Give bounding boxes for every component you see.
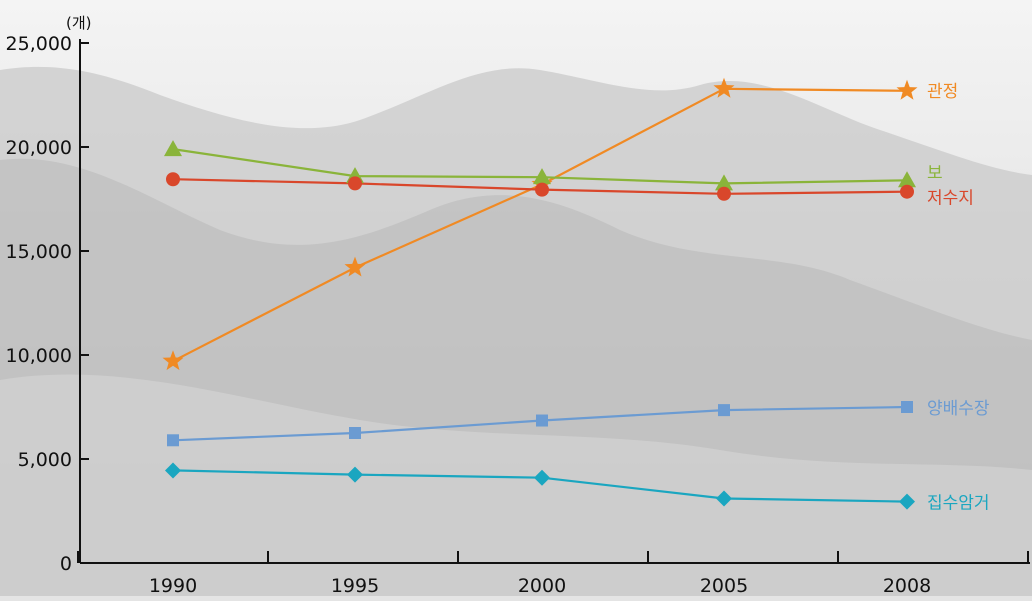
data-point-3-2 <box>536 414 548 427</box>
data-point-0-3 <box>713 77 735 98</box>
data-point-2-2 <box>535 182 549 197</box>
data-point-3-3 <box>718 404 730 417</box>
y-unit-label: (개) <box>66 14 92 32</box>
data-point-3-0 <box>167 434 179 447</box>
data-point-0-1 <box>344 256 366 277</box>
series-label-1: 보 <box>927 163 943 183</box>
x-tick-label: 2008 <box>883 575 931 596</box>
data-point-2-4 <box>900 184 914 199</box>
data-point-1-4 <box>898 171 916 188</box>
x-tick-label: 1995 <box>331 575 379 596</box>
x-tick-label: 2000 <box>518 575 566 596</box>
y-tick-label: 5,000 <box>18 449 72 471</box>
data-point-4-4 <box>899 493 915 510</box>
y-tick-label: 25,000 <box>6 33 72 55</box>
series-label-0: 관정 <box>927 82 958 102</box>
y-tick-label: 0 <box>60 553 72 575</box>
series-label-3: 양배수장 <box>927 399 990 419</box>
series-label-2: 저수지 <box>927 189 974 209</box>
data-point-4-1 <box>347 466 363 483</box>
y-tick-label: 20,000 <box>6 137 72 159</box>
data-point-2-0 <box>166 172 180 187</box>
data-point-1-2 <box>533 168 551 185</box>
data-point-0-0 <box>162 350 184 371</box>
series-label-4: 집수암거 <box>927 494 990 514</box>
y-tick-label: 15,000 <box>6 241 72 263</box>
y-tick-label: 10,000 <box>6 345 72 367</box>
axes: (개) 0 5,000 10,000 15,000 20,000 25,000 1990 199… <box>6 14 1030 597</box>
data-point-3-4 <box>901 401 913 413</box>
data-point-4-2 <box>534 469 550 486</box>
data-point-1-0 <box>164 140 182 157</box>
series-markers <box>162 77 918 510</box>
x-tick-label: 2005 <box>700 575 748 596</box>
data-point-2-1 <box>348 176 362 191</box>
data-point-4-0 <box>165 462 181 479</box>
x-tick-label: 1990 <box>149 575 197 596</box>
data-point-2-3 <box>717 186 731 201</box>
data-point-1-3 <box>715 174 733 191</box>
data-point-0-4 <box>896 79 918 100</box>
data-point-3-1 <box>349 427 361 439</box>
data-point-4-3 <box>716 490 732 507</box>
